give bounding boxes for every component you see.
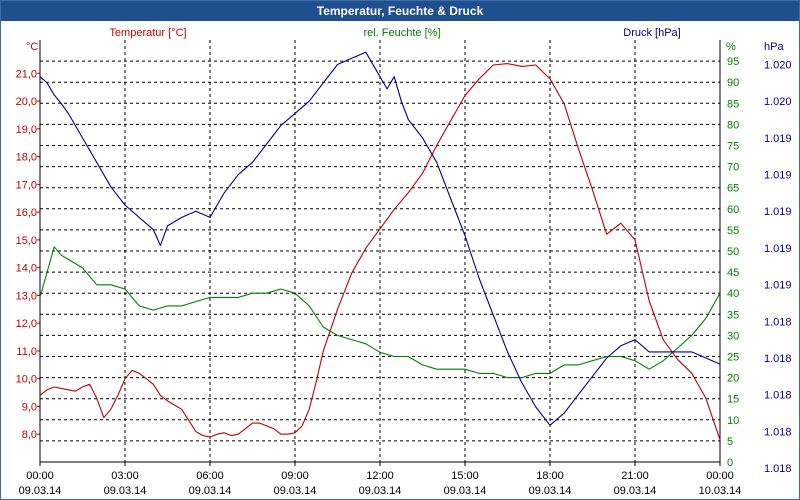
temp-tick-label: 15,0 xyxy=(16,235,37,247)
temp-tick-label: 17,0 xyxy=(16,179,37,191)
press-tick-label: 1.019 xyxy=(764,280,792,292)
window-title: Temperatur, Feuchte & Druck xyxy=(1,1,799,21)
hum-tick-label: 35 xyxy=(727,309,739,321)
temp-axis-title: Temperatur [°C] xyxy=(109,27,186,39)
grid xyxy=(37,40,721,466)
hum-tick-label: 75 xyxy=(727,141,739,153)
temp-tick-label: 10,0 xyxy=(16,374,37,386)
temp-tick-label: 13,0 xyxy=(16,290,37,302)
hum-tick-label: 30 xyxy=(727,330,739,342)
tick-labels: 00:00 09.03.14 03:00 09.03.14 06:00 09.03.14 0… xyxy=(16,56,792,500)
press-tick-label: 1.018 xyxy=(764,390,792,402)
x-tick-date-label: 10.03.14 xyxy=(699,485,742,497)
temp-tick-label: 14,0 xyxy=(16,263,37,275)
x-tick-time-label: 03:00 xyxy=(111,470,139,482)
x-tick-time-label: 21:00 xyxy=(621,470,649,482)
temp-tick-label: 20,0 xyxy=(16,96,37,108)
x-tick-time-label: 12:00 xyxy=(366,470,394,482)
press-tick-label: 1.019 xyxy=(764,243,792,255)
press-tick-label: 1.018 xyxy=(764,353,792,365)
x-tick-date-label: 09.03.14 xyxy=(19,485,62,497)
x-tick-time-label: 06:00 xyxy=(196,470,224,482)
hum-tick-label: 40 xyxy=(727,288,739,300)
press-tick-label: 1.020 xyxy=(764,59,792,71)
temp-unit-label: °C xyxy=(26,41,38,53)
hum-tick-label: 5 xyxy=(727,436,733,448)
hum-tick-label: 90 xyxy=(727,77,739,89)
hum-tick-label: 25 xyxy=(727,352,739,364)
hum-tick-label: 80 xyxy=(727,119,739,131)
x-tick-date-label: 09.03.14 xyxy=(359,485,402,497)
x-tick-date-label: 09.03.14 xyxy=(614,485,657,497)
press-tick-label: 1.019 xyxy=(764,170,792,182)
x-tick-time-label: 09:00 xyxy=(281,470,309,482)
hum-tick-label: 55 xyxy=(727,225,739,237)
hum-tick-label: 70 xyxy=(727,162,739,174)
temp-tick-label: 16,0 xyxy=(16,207,37,219)
press-tick-label: 1.018 xyxy=(764,426,792,438)
x-tick-time-label: 00:00 xyxy=(706,470,734,482)
temperature-line xyxy=(39,63,721,440)
press-unit-label: hPa xyxy=(764,41,784,53)
temp-tick-label: 11,0 xyxy=(16,346,37,358)
x-tick-date-label: 09.03.14 xyxy=(529,485,572,497)
temp-tick-label: 19,0 xyxy=(16,124,37,136)
hum-axis-title: rel. Feuchte [%] xyxy=(363,27,440,39)
x-tick-date-label: 09.03.14 xyxy=(104,485,147,497)
hum-tick-label: 65 xyxy=(727,183,739,195)
x-tick-time-label: 18:00 xyxy=(536,470,564,482)
press-tick-label: 1.018 xyxy=(764,316,792,328)
press-axis-title: Druck [hPa] xyxy=(623,27,680,39)
press-tick-label: 1.019 xyxy=(764,133,792,145)
temp-tick-label: 21,0 xyxy=(16,68,37,80)
temp-tick-label: 8,0 xyxy=(22,429,37,441)
temp-tick-label: 9,0 xyxy=(22,401,37,413)
hum-tick-label: 15 xyxy=(727,394,739,406)
hum-tick-label: 50 xyxy=(727,246,739,258)
press-tick-label: 1.020 xyxy=(764,96,792,108)
x-tick-date-label: 09.03.14 xyxy=(189,485,232,497)
hum-unit-label: % xyxy=(726,41,736,53)
x-tick-date-label: 09.03.14 xyxy=(444,485,487,497)
press-tick-label: 1.019 xyxy=(764,206,792,218)
hum-tick-label: 85 xyxy=(727,98,739,110)
press-tick-label: 1.018 xyxy=(764,463,792,475)
x-tick-date-label: 09.03.14 xyxy=(274,485,317,497)
pressure-line xyxy=(39,51,721,426)
hum-tick-label: 45 xyxy=(727,267,739,279)
temp-tick-label: 18,0 xyxy=(16,152,37,164)
hum-tick-label: 60 xyxy=(727,204,739,216)
temp-tick-label: 12,0 xyxy=(16,318,37,330)
hum-tick-label: 95 xyxy=(727,56,739,68)
hum-tick-label: 0 xyxy=(727,457,733,469)
hum-tick-label: 10 xyxy=(727,415,739,427)
x-tick-time-label: 15:00 xyxy=(451,470,479,482)
axes: °C Temperatur [°C] rel. Feuchte [%] Druc… xyxy=(26,27,784,463)
humidity-line xyxy=(39,246,721,379)
x-tick-time-label: 00:00 xyxy=(26,470,54,482)
hum-tick-label: 20 xyxy=(727,373,739,385)
series xyxy=(39,51,721,440)
